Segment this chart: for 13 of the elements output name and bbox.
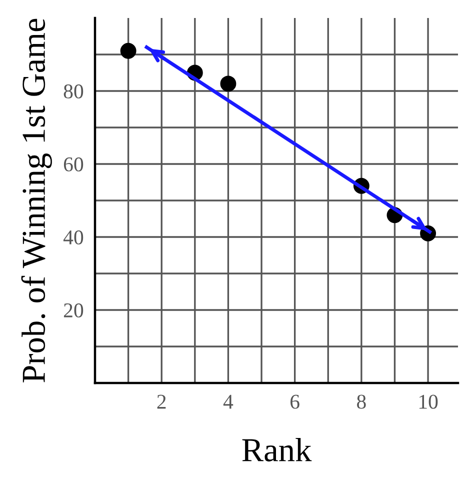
point <box>120 42 136 59</box>
y-tick-label: 80 <box>64 84 84 98</box>
y-tick-label: 60 <box>64 157 84 172</box>
y-axis-title: Prob. of Winning 1st Game <box>21 18 52 382</box>
x-tick-label: 10 <box>419 394 438 409</box>
point <box>220 76 236 92</box>
x-tick-label: 8 <box>357 394 366 409</box>
x-tick-label: 2 <box>157 394 166 409</box>
x-axis-title: Rank <box>242 438 312 462</box>
y-tick-label: 40 <box>63 230 84 244</box>
y-tick-label: 20 <box>64 303 84 318</box>
x-tick-label: 6 <box>290 394 300 409</box>
x-tick-label: 4 <box>223 394 234 409</box>
